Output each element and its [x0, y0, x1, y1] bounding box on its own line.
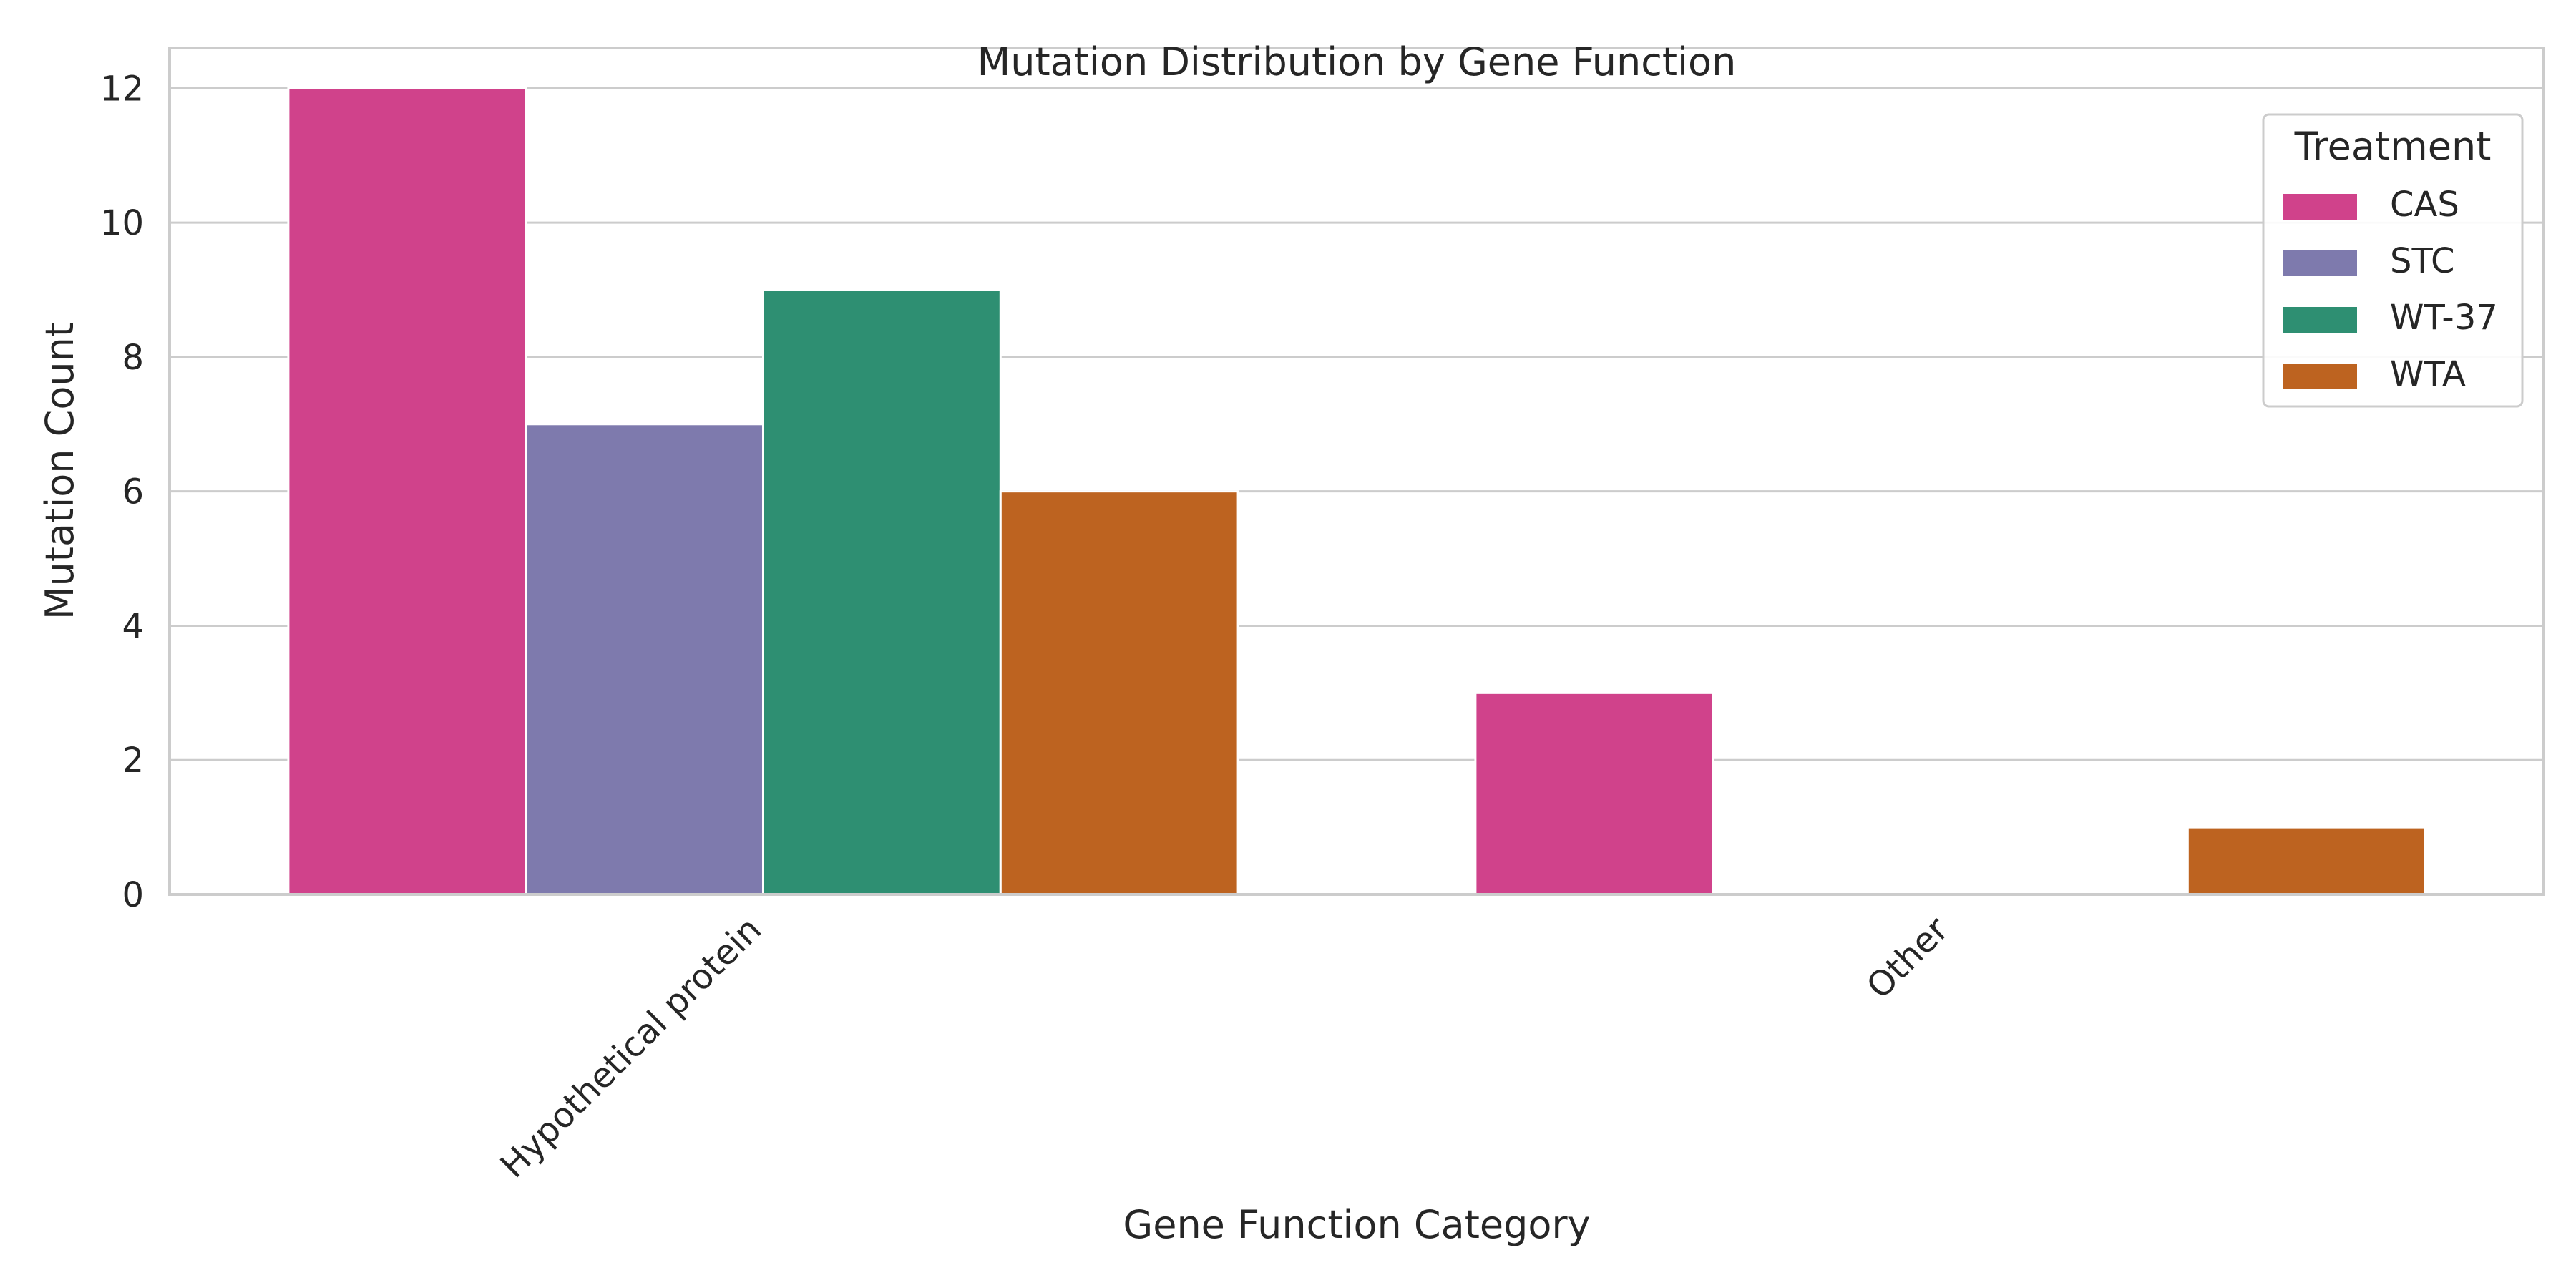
bar-cas: [1474, 691, 1714, 896]
legend-swatch: [2283, 307, 2357, 333]
legend: Treatment CAS STC WT-37 WTA: [2262, 113, 2524, 408]
bar-wta: [999, 490, 1239, 896]
legend-items: CAS STC WT-37 WTA: [2283, 185, 2498, 394]
legend-title: Treatment: [2294, 124, 2492, 169]
y-axis-label: Mutation Count: [37, 322, 82, 620]
bar-cas: [287, 87, 527, 896]
y-tick-label: 4: [122, 606, 144, 646]
plot-frame: [168, 47, 2545, 896]
y-tick-label: 12: [100, 69, 144, 109]
legend-swatch: [2283, 250, 2357, 276]
x-axis-label: Gene Function Category: [1123, 1202, 1590, 1247]
bar-wta: [2186, 826, 2426, 896]
legend-swatch: [2283, 194, 2357, 220]
legend-swatch: [2283, 364, 2357, 389]
y-tick-label: 0: [122, 875, 144, 915]
legend-box: [2262, 113, 2524, 408]
y-tick-label: 10: [100, 203, 144, 243]
bar-wt-37: [762, 288, 1002, 896]
y-tick-label: 2: [122, 741, 144, 781]
y-tick-labels: 0 2 4 6 8 10 12: [100, 69, 144, 915]
y-tick-label: 8: [122, 338, 144, 378]
legend-label: WT-37: [2390, 298, 2498, 338]
legend-label: STC: [2390, 241, 2455, 281]
chart-title: Mutation Distribution by Gene Function: [977, 39, 1737, 84]
legend-label: CAS: [2390, 185, 2459, 225]
y-tick-label: 6: [122, 472, 144, 512]
bar-stc: [525, 423, 764, 896]
legend-label: WTA: [2390, 354, 2466, 394]
